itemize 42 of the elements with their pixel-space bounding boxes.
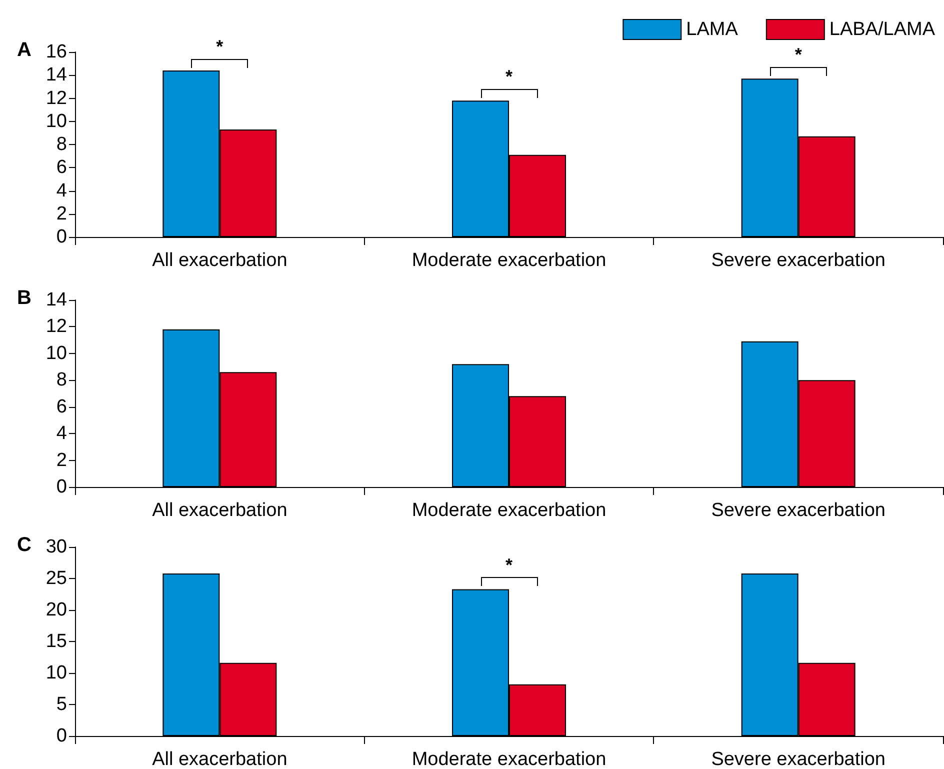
x-tick-label: All exacerbation — [152, 250, 288, 271]
x-tick-label: Moderate exacerbation — [412, 749, 606, 769]
y-tick-label: 0 — [56, 476, 67, 498]
y-tick-label: 8 — [56, 134, 67, 155]
y-tick-label: 25 — [46, 568, 67, 589]
x-tick-label: Severe exacerbation — [711, 500, 886, 521]
y-tick-label: 10 — [46, 342, 67, 364]
y-tick-label: 4 — [56, 180, 68, 202]
y-tick-label: 4 — [56, 423, 68, 444]
y-tick-label: 30 — [46, 536, 67, 558]
y-tick-label: 0 — [56, 726, 67, 746]
y-tick-label: 2 — [56, 203, 67, 224]
annotation: * — [505, 555, 513, 576]
y-tick-label: 12 — [46, 88, 67, 109]
chart-title: C — [17, 534, 32, 556]
y-tick-label: 10 — [46, 110, 67, 132]
chart-title: B — [17, 287, 32, 309]
x-tick-label: Moderate exacerbation — [412, 250, 606, 271]
y-tick-label: 14 — [46, 290, 68, 310]
y-tick-label: 14 — [46, 64, 68, 86]
y-tick-label: 6 — [56, 157, 67, 178]
y-tick-label: 5 — [56, 694, 67, 715]
y-tick-label: 12 — [46, 316, 67, 338]
legend-label: LAMA — [686, 19, 738, 40]
y-tick-label: 6 — [56, 396, 67, 418]
y-tick-label: 15 — [46, 631, 67, 652]
legend-label: LABA/LAMA — [829, 19, 936, 40]
x-tick-label: Severe exacerbation — [711, 250, 886, 271]
x-tick-label: All exacerbation — [152, 749, 288, 769]
x-tick-label: Severe exacerbation — [711, 749, 886, 769]
annotation: * — [794, 44, 802, 65]
y-tick-label: 16 — [46, 42, 67, 62]
chart-title: A — [17, 39, 32, 61]
x-tick-label: Moderate exacerbation — [412, 500, 606, 521]
annotation: * — [216, 36, 224, 56]
y-tick-label: 8 — [56, 370, 67, 391]
y-tick-label: 10 — [46, 662, 67, 684]
y-tick-label: 20 — [46, 600, 67, 620]
annotation: * — [505, 66, 513, 87]
y-tick-label: 0 — [56, 226, 67, 248]
x-tick-label: All exacerbation — [152, 500, 288, 521]
y-tick-label: 2 — [56, 450, 67, 471]
